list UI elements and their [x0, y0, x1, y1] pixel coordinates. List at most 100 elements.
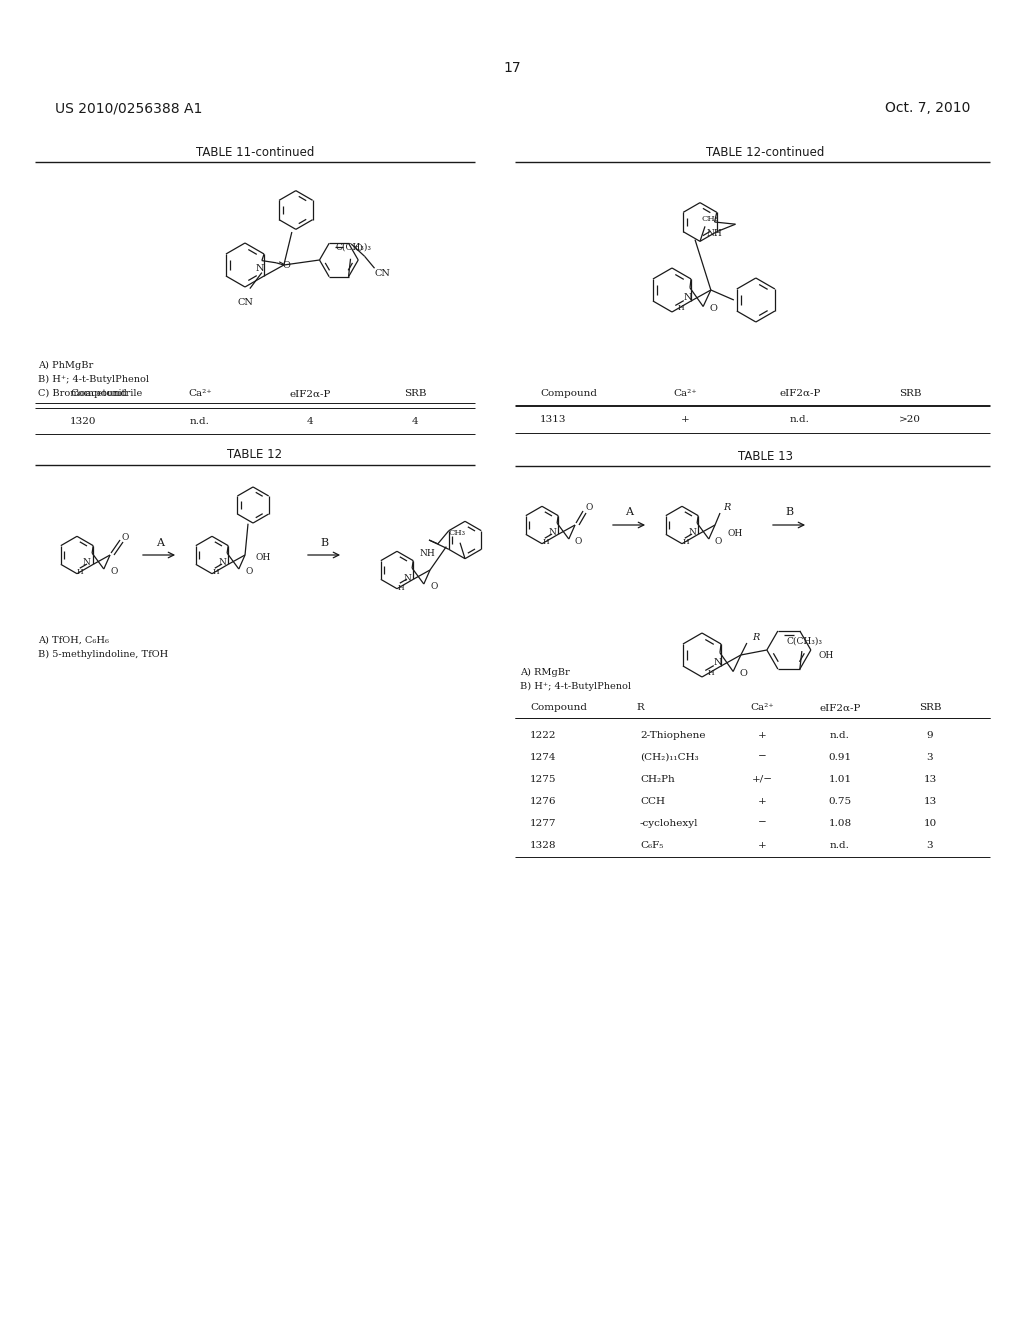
Text: C) Bromoacetonitrile: C) Bromoacetonitrile: [38, 388, 142, 397]
Text: O: O: [245, 566, 253, 576]
Text: TABLE 12: TABLE 12: [227, 449, 283, 462]
Text: 4: 4: [412, 417, 419, 425]
Text: (CH₂)₁₁CH₃: (CH₂)₁₁CH₃: [640, 752, 698, 762]
Text: O: O: [574, 536, 582, 545]
Text: eIF2α-P: eIF2α-P: [779, 388, 820, 397]
Text: OH: OH: [255, 553, 270, 562]
Text: H: H: [213, 568, 219, 576]
Text: 0.91: 0.91: [828, 752, 852, 762]
Text: OH: OH: [727, 528, 742, 537]
Text: O: O: [283, 261, 290, 271]
Text: SRB: SRB: [899, 388, 922, 397]
Text: A) RMgBr: A) RMgBr: [520, 668, 569, 677]
Text: H: H: [708, 669, 715, 677]
Text: B) H⁺; 4-t-ButylPhenol: B) H⁺; 4-t-ButylPhenol: [38, 375, 150, 384]
Text: H: H: [397, 585, 404, 593]
Text: N: N: [218, 557, 226, 566]
Text: H: H: [678, 304, 684, 312]
Text: 1276: 1276: [530, 796, 556, 805]
Text: -cyclohexyl: -cyclohexyl: [640, 818, 698, 828]
Text: CH₃: CH₃: [449, 529, 466, 537]
Text: 1277: 1277: [530, 818, 556, 828]
Text: US 2010/0256388 A1: US 2010/0256388 A1: [55, 102, 203, 115]
Text: Compound: Compound: [70, 389, 127, 399]
Text: 1222: 1222: [530, 730, 556, 739]
Text: H: H: [683, 539, 689, 546]
Text: 1.08: 1.08: [828, 818, 852, 828]
Text: O: O: [714, 536, 722, 545]
Text: OH: OH: [818, 651, 834, 660]
Text: TABLE 11-continued: TABLE 11-continued: [196, 145, 314, 158]
Text: N: N: [548, 528, 556, 537]
Text: 10: 10: [924, 818, 937, 828]
Text: TABLE 13: TABLE 13: [737, 450, 793, 462]
Text: CCH: CCH: [640, 796, 665, 805]
Text: R: R: [636, 704, 644, 713]
Text: 1.01: 1.01: [828, 775, 852, 784]
Text: −: −: [758, 818, 766, 828]
Text: O: O: [430, 582, 437, 590]
Text: N: N: [82, 557, 90, 566]
Text: B) H⁺; 4-t-ButylPhenol: B) H⁺; 4-t-ButylPhenol: [520, 681, 631, 690]
Text: >20: >20: [899, 416, 921, 425]
Text: 9: 9: [927, 730, 933, 739]
Text: O: O: [739, 669, 748, 678]
Text: +: +: [758, 796, 766, 805]
Text: N: N: [714, 659, 722, 668]
Text: C₆F₅: C₆F₅: [640, 841, 664, 850]
Text: Ca²⁺: Ca²⁺: [188, 389, 212, 399]
Text: 1320: 1320: [70, 417, 96, 425]
Text: B: B: [785, 507, 793, 517]
Text: H: H: [77, 568, 83, 576]
Text: R: R: [753, 632, 760, 642]
Text: 2-Thiophene: 2-Thiophene: [640, 730, 706, 739]
Text: Compound: Compound: [530, 704, 587, 713]
Text: 1328: 1328: [530, 841, 556, 850]
Text: CN: CN: [375, 269, 390, 277]
Text: 0.75: 0.75: [828, 796, 852, 805]
Text: SRB: SRB: [403, 389, 426, 399]
Text: n.d.: n.d.: [830, 841, 850, 850]
Text: O: O: [354, 244, 362, 252]
Text: TABLE 12-continued: TABLE 12-continued: [706, 145, 824, 158]
Text: O: O: [586, 503, 593, 512]
Text: NH: NH: [420, 549, 435, 558]
Text: A: A: [156, 539, 164, 548]
Text: Compound: Compound: [540, 388, 597, 397]
Text: N: N: [688, 528, 696, 537]
Text: 13: 13: [924, 775, 937, 784]
Text: Ca²⁺: Ca²⁺: [751, 704, 774, 713]
Text: +: +: [758, 841, 766, 850]
Text: N: N: [684, 293, 692, 302]
Text: n.d.: n.d.: [791, 416, 810, 425]
Text: B) 5-methylindoline, TfOH: B) 5-methylindoline, TfOH: [38, 649, 168, 659]
Text: A) TfOH, C₆H₆: A) TfOH, C₆H₆: [38, 635, 109, 644]
Text: +: +: [758, 730, 766, 739]
Text: Ca²⁺: Ca²⁺: [673, 388, 697, 397]
Text: N: N: [403, 574, 411, 582]
Text: 3: 3: [927, 841, 933, 850]
Text: CH₃: CH₃: [701, 215, 719, 223]
Text: C(CH₃)₃: C(CH₃)₃: [336, 243, 372, 251]
Text: 4: 4: [306, 417, 313, 425]
Text: CN: CN: [238, 298, 254, 308]
Text: 1274: 1274: [530, 752, 556, 762]
Text: O: O: [121, 532, 129, 541]
Text: Oct. 7, 2010: Oct. 7, 2010: [885, 102, 970, 115]
Text: 13: 13: [924, 796, 937, 805]
Text: R: R: [723, 503, 731, 511]
Text: eIF2α-P: eIF2α-P: [819, 704, 861, 713]
Text: A) PhMgBr: A) PhMgBr: [38, 360, 93, 370]
Text: A: A: [625, 507, 633, 517]
Text: B: B: [319, 539, 328, 548]
Text: C(CH₃)₃: C(CH₃)₃: [786, 636, 823, 645]
Text: SRB: SRB: [919, 704, 941, 713]
Text: 17: 17: [503, 61, 521, 75]
Text: O: O: [111, 566, 118, 576]
Text: O: O: [710, 304, 717, 313]
Text: N: N: [256, 264, 264, 273]
Text: 1313: 1313: [540, 416, 566, 425]
Text: n.d.: n.d.: [830, 730, 850, 739]
Text: 1275: 1275: [530, 775, 556, 784]
Text: eIF2α-P: eIF2α-P: [290, 389, 331, 399]
